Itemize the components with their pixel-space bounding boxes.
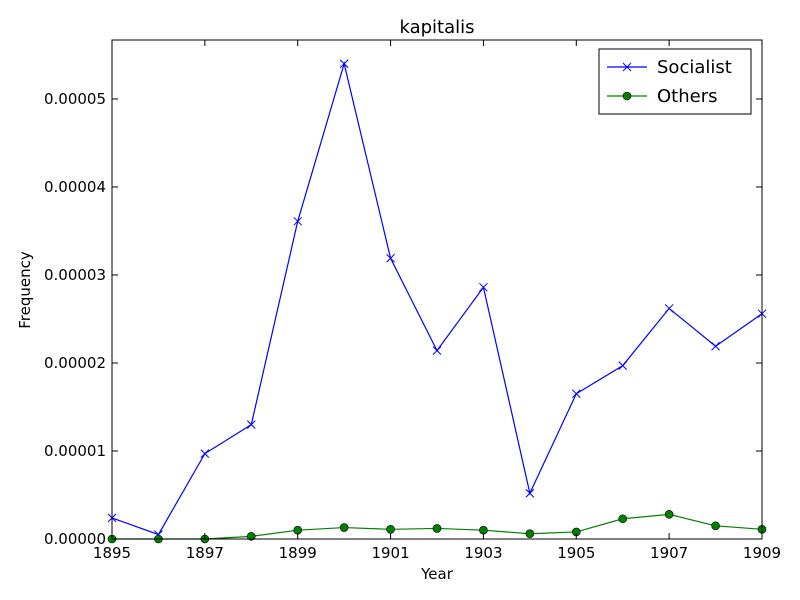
data-point-0-5 <box>339 59 349 69</box>
y-tick-label-1: 0.00001 <box>44 442 106 460</box>
x-tick-label-6: 1907 <box>650 544 688 562</box>
legend: Socialist Others <box>598 48 752 115</box>
y-tick-label-3: 0.00003 <box>44 266 106 284</box>
data-point-1-7 <box>432 524 442 533</box>
chart-title: kapitalis <box>399 17 474 38</box>
data-point-mark <box>432 346 442 356</box>
x-tick-label-1: 1897 <box>186 544 224 562</box>
x-tick-label-4: 1903 <box>464 544 502 562</box>
y-tick-label-4: 0.00004 <box>44 178 106 196</box>
legend-marker <box>622 91 632 101</box>
data-point-0-6 <box>386 253 395 263</box>
x-axis-label: Year <box>420 565 454 583</box>
data-point-mark <box>525 488 535 498</box>
x-tick-label-0: 1895 <box>93 544 131 562</box>
legend-marker <box>622 62 632 72</box>
x-tick-label-5: 1905 <box>557 544 595 562</box>
data-point-0-8 <box>479 282 488 292</box>
data-point-mark <box>386 253 395 263</box>
data-point-mark <box>664 304 674 313</box>
series-line-0 <box>111 61 763 536</box>
x-tick-label-7: 1909 <box>743 544 781 562</box>
plot-area <box>107 39 767 544</box>
data-point-0-3 <box>246 420 256 429</box>
y-tick-label-0: 0.00000 <box>44 530 106 548</box>
legend-label-0: Socialist <box>657 57 732 78</box>
data-point-mark <box>246 420 256 429</box>
data-point-mark <box>711 341 720 351</box>
data-point-1-9 <box>525 529 535 539</box>
data-point-0-9 <box>525 488 535 498</box>
legend-label-1: Others <box>657 86 718 107</box>
data-point-1-6 <box>386 525 395 534</box>
y-tick-label-5: 0.00005 <box>44 90 106 108</box>
data-point-0-11 <box>618 361 628 370</box>
data-point-1-8 <box>479 525 488 535</box>
data-point-1-12 <box>664 510 674 519</box>
x-tick-label-3: 1901 <box>371 544 409 562</box>
data-point-0-12 <box>664 304 674 313</box>
data-point-0-10 <box>571 389 581 399</box>
data-point-mark <box>618 361 628 370</box>
data-point-mark <box>293 216 303 226</box>
legend-entry-1: Others <box>607 86 718 107</box>
data-point-mark <box>200 449 210 458</box>
data-point-1-4 <box>293 525 303 535</box>
data-point-1-3 <box>246 532 256 541</box>
data-point-1-5 <box>339 523 349 532</box>
data-point-0-4 <box>293 216 303 226</box>
data-point-1-11 <box>618 514 628 524</box>
data-point-mark <box>479 282 488 292</box>
y-tick-label-2: 0.00002 <box>44 354 106 372</box>
data-point-0-2 <box>200 449 210 458</box>
plot-frame <box>111 39 763 540</box>
data-point-mark <box>339 59 349 69</box>
x-tick-label-2: 1899 <box>279 544 317 562</box>
data-point-mark <box>571 389 581 399</box>
data-point-0-7 <box>432 346 442 356</box>
legend-entry-0: Socialist <box>607 57 732 78</box>
axis-ticks: 1895 1897 1899 1901 1903 1905 1907 1909 0.00000 0… <box>44 40 781 562</box>
data-point-0-13 <box>711 341 720 351</box>
y-axis-label: Frequency <box>16 251 34 329</box>
data-point-1-13 <box>711 521 720 531</box>
legend-box <box>598 48 752 115</box>
